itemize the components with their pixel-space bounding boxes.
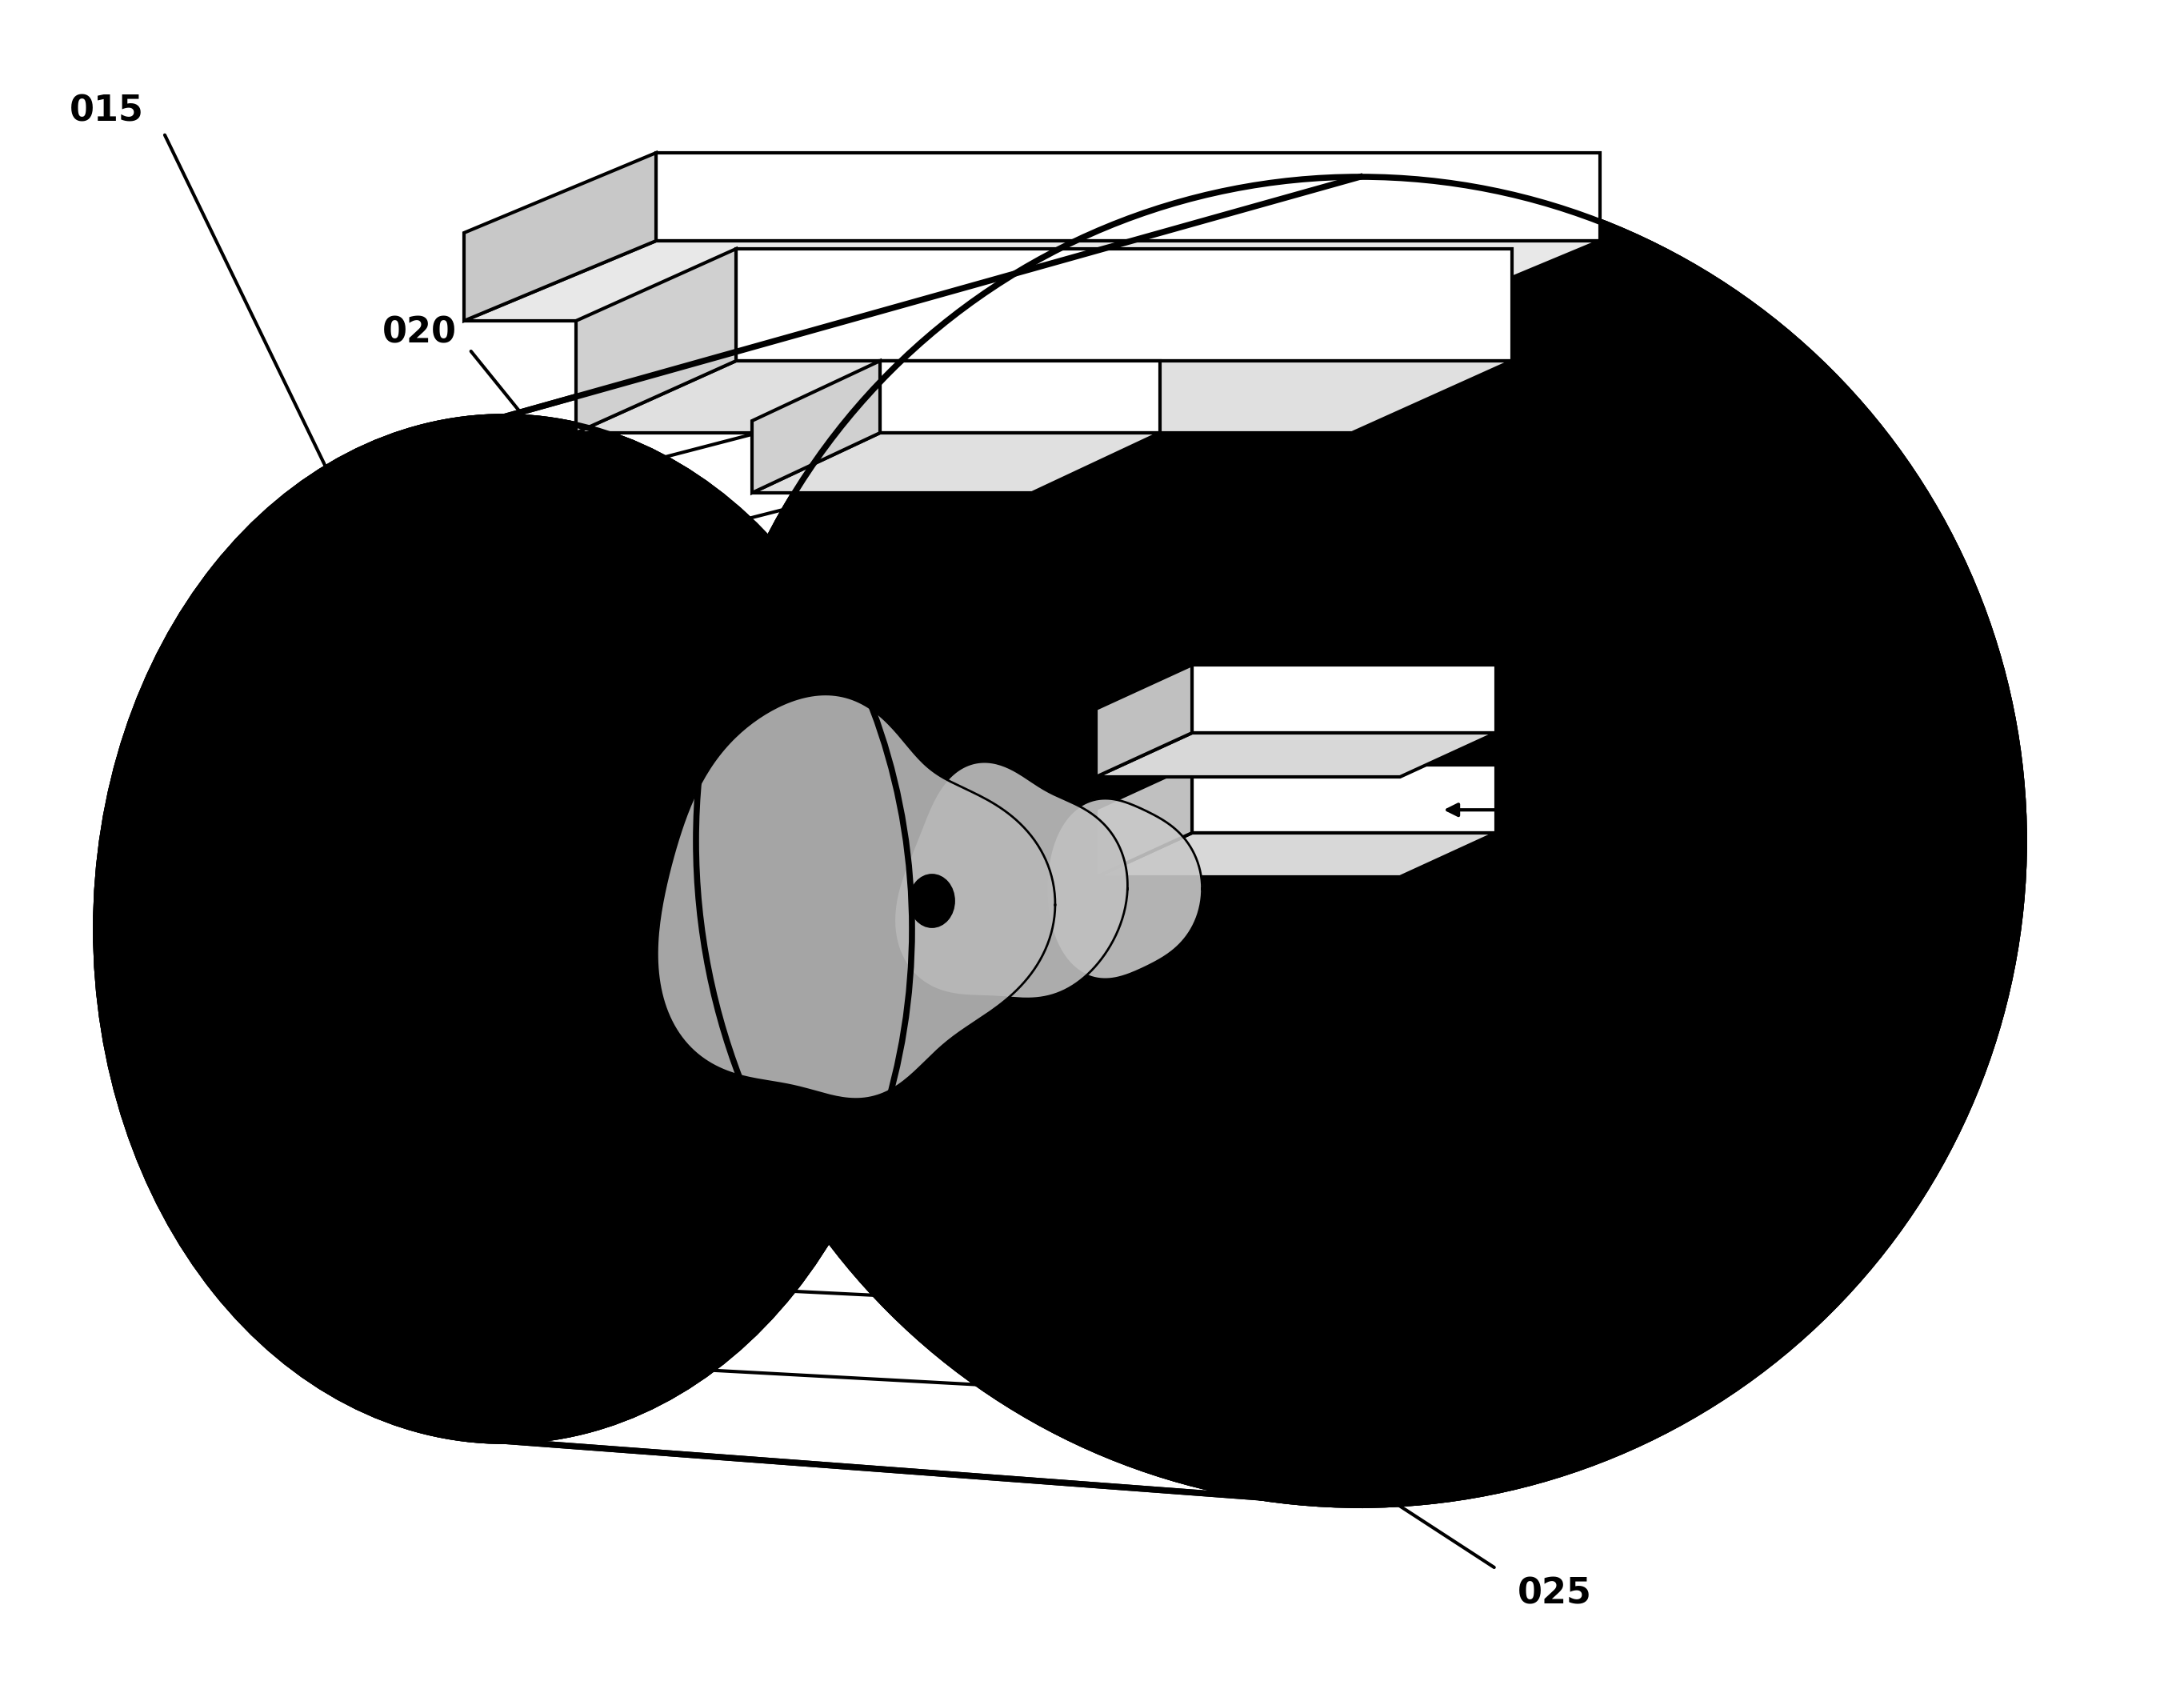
Ellipse shape (96, 416, 913, 1441)
Polygon shape (880, 361, 1160, 433)
Polygon shape (1192, 766, 1496, 834)
Polygon shape (736, 249, 1511, 361)
Ellipse shape (911, 875, 954, 928)
Polygon shape (1192, 665, 1496, 733)
Ellipse shape (697, 177, 2025, 1506)
Polygon shape (751, 433, 1160, 493)
Ellipse shape (697, 177, 2025, 1506)
Polygon shape (1096, 665, 1192, 777)
Polygon shape (463, 153, 655, 321)
Polygon shape (1046, 798, 1201, 979)
Text: 015: 015 (70, 94, 144, 128)
Ellipse shape (293, 663, 716, 1195)
Polygon shape (751, 361, 880, 493)
Polygon shape (1096, 766, 1192, 876)
Polygon shape (657, 694, 1055, 1100)
Text: 020: 020 (382, 315, 456, 350)
Ellipse shape (919, 887, 943, 916)
Polygon shape (893, 762, 1127, 999)
Ellipse shape (961, 443, 1758, 1240)
Polygon shape (463, 240, 1601, 321)
Polygon shape (577, 249, 736, 433)
Text: 035: 035 (1769, 784, 1843, 818)
Ellipse shape (795, 276, 1924, 1405)
Ellipse shape (96, 416, 913, 1441)
Polygon shape (1096, 733, 1496, 777)
Ellipse shape (227, 581, 782, 1277)
Polygon shape (577, 361, 1511, 433)
Text: 030: 030 (1682, 529, 1756, 563)
Polygon shape (505, 177, 1361, 1506)
Polygon shape (1096, 834, 1496, 876)
Polygon shape (655, 153, 1601, 240)
Text: 025: 025 (1518, 1577, 1592, 1611)
Ellipse shape (882, 363, 1839, 1320)
Ellipse shape (162, 500, 847, 1359)
Ellipse shape (1042, 522, 1679, 1159)
